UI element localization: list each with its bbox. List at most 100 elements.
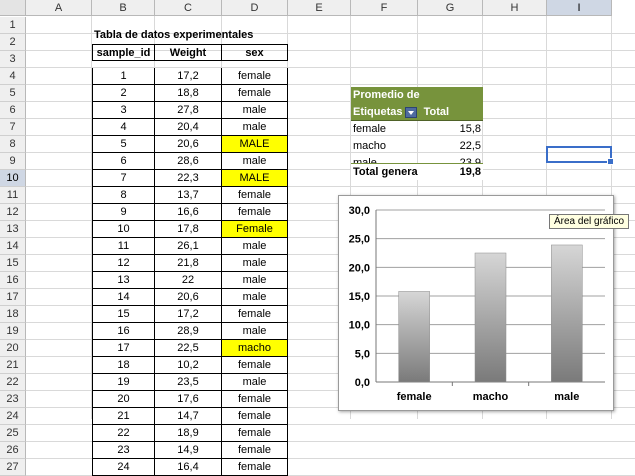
cell-weight[interactable]: 26,1 — [155, 238, 222, 255]
row-header[interactable]: 11 — [0, 187, 26, 204]
cell-weight[interactable]: 22,3 — [155, 170, 222, 187]
cell-sample-id[interactable]: 16 — [92, 323, 155, 340]
row-header[interactable]: 26 — [0, 442, 26, 459]
row-header[interactable]: 7 — [0, 119, 26, 136]
cell-sample-id[interactable]: 3 — [92, 102, 155, 119]
pivot-row-label[interactable]: female — [353, 123, 387, 135]
row-header[interactable]: 19 — [0, 323, 26, 340]
cell-weight[interactable]: 16,4 — [155, 459, 222, 476]
cell-sex[interactable]: MALE — [222, 136, 288, 153]
cell-sex[interactable]: female — [222, 357, 288, 374]
cell-sample-id[interactable]: 2 — [92, 85, 155, 102]
cell-sex[interactable]: male — [222, 153, 288, 170]
cell-sample-id[interactable]: 20 — [92, 391, 155, 408]
cell-sample-id[interactable]: 15 — [92, 306, 155, 323]
column-header-i[interactable]: I — [547, 0, 612, 16]
cell-sample-id[interactable]: 18 — [92, 357, 155, 374]
cell-sex[interactable]: female — [222, 442, 288, 459]
row-header[interactable]: 10 — [0, 170, 26, 187]
cell-weight[interactable]: 14,9 — [155, 442, 222, 459]
cell-sample-id[interactable]: 7 — [92, 170, 155, 187]
column-header-h[interactable]: H — [483, 0, 547, 16]
row-header[interactable]: 24 — [0, 408, 26, 425]
row-header[interactable]: 4 — [0, 68, 26, 85]
cell-sex[interactable]: male — [222, 238, 288, 255]
cell-weight[interactable]: 17,2 — [155, 68, 222, 85]
row-header[interactable]: 13 — [0, 221, 26, 238]
column-header-c[interactable]: C — [155, 0, 222, 16]
row-header[interactable]: 23 — [0, 391, 26, 408]
cell-weight[interactable]: 14,7 — [155, 408, 222, 425]
cell-weight[interactable]: 17,6 — [155, 391, 222, 408]
column-header-d[interactable]: D — [222, 0, 288, 16]
column-header-b[interactable]: B — [92, 0, 155, 16]
cell-sample-id[interactable]: 1 — [92, 68, 155, 85]
cell-sex[interactable]: MALE — [222, 170, 288, 187]
cell-sex[interactable]: female — [222, 306, 288, 323]
row-header[interactable]: 27 — [0, 459, 26, 476]
cell-sample-id[interactable]: 21 — [92, 408, 155, 425]
cell-sample-id[interactable]: 23 — [92, 442, 155, 459]
cell-sex[interactable]: female — [222, 85, 288, 102]
cell-sample-id[interactable]: 17 — [92, 340, 155, 357]
cell-sex[interactable]: male — [222, 289, 288, 306]
cell-sample-id[interactable]: 8 — [92, 187, 155, 204]
filter-dropdown-icon[interactable] — [404, 106, 417, 118]
row-header[interactable]: 17 — [0, 289, 26, 306]
row-header[interactable]: 8 — [0, 136, 26, 153]
cell-sex[interactable]: male — [222, 119, 288, 136]
cell-sample-id[interactable]: 6 — [92, 153, 155, 170]
row-header[interactable]: 14 — [0, 238, 26, 255]
cell-weight[interactable]: 22 — [155, 272, 222, 289]
cell-weight[interactable]: 13,7 — [155, 187, 222, 204]
pivot-row-value[interactable]: 22,5 — [459, 140, 481, 152]
cell-sample-id[interactable]: 19 — [92, 374, 155, 391]
cell-weight[interactable]: 16,6 — [155, 204, 222, 221]
cell-sample-id[interactable]: 4 — [92, 119, 155, 136]
cell-sample-id[interactable]: 10 — [92, 221, 155, 238]
cell-sample-id[interactable]: 24 — [92, 459, 155, 476]
cell-sample-id[interactable]: 11 — [92, 238, 155, 255]
row-header[interactable]: 16 — [0, 272, 26, 289]
cell-sex[interactable]: male — [222, 255, 288, 272]
cell-weight[interactable]: 10,2 — [155, 357, 222, 374]
cell-weight[interactable]: 20,6 — [155, 136, 222, 153]
fill-handle[interactable] — [607, 158, 614, 165]
row-header[interactable]: 21 — [0, 357, 26, 374]
cell-sex[interactable]: male — [222, 102, 288, 119]
cell-weight[interactable]: 27,8 — [155, 102, 222, 119]
cell-weight[interactable]: 18,9 — [155, 425, 222, 442]
row-header[interactable]: 22 — [0, 374, 26, 391]
row-header[interactable]: 5 — [0, 85, 26, 102]
row-header[interactable]: 12 — [0, 204, 26, 221]
cell-weight[interactable]: 28,6 — [155, 153, 222, 170]
cell-sample-id[interactable]: 9 — [92, 204, 155, 221]
pivot-row-label[interactable]: macho — [353, 140, 387, 152]
column-header-f[interactable]: F — [351, 0, 418, 16]
cell-weight[interactable]: 28,9 — [155, 323, 222, 340]
column-header-a[interactable]: A — [26, 0, 92, 16]
row-header[interactable]: 1 — [0, 17, 26, 34]
row-header[interactable]: 25 — [0, 425, 26, 442]
selected-cell-i10[interactable] — [546, 146, 612, 163]
cell-weight[interactable]: 17,2 — [155, 306, 222, 323]
cell-sex[interactable]: female — [222, 408, 288, 425]
cell-weight[interactable]: 22,5 — [155, 340, 222, 357]
row-header[interactable]: 20 — [0, 340, 26, 357]
row-header[interactable]: 2 — [0, 34, 26, 51]
cell-sex[interactable]: female — [222, 68, 288, 85]
cell-weight[interactable]: 23,5 — [155, 374, 222, 391]
cell-sex[interactable]: male — [222, 272, 288, 289]
cell-weight[interactable]: 18,8 — [155, 85, 222, 102]
cell-sex[interactable]: female — [222, 204, 288, 221]
cell-sample-id[interactable]: 22 — [92, 425, 155, 442]
row-header[interactable]: 3 — [0, 51, 26, 68]
cell-sample-id[interactable]: 5 — [92, 136, 155, 153]
column-header-g[interactable]: G — [418, 0, 483, 16]
row-header[interactable]: 15 — [0, 255, 26, 272]
cell-sample-id[interactable]: 14 — [92, 289, 155, 306]
cell-sex[interactable]: female — [222, 187, 288, 204]
cell-weight[interactable]: 21,8 — [155, 255, 222, 272]
cell-sex[interactable]: female — [222, 391, 288, 408]
row-header[interactable]: 6 — [0, 102, 26, 119]
